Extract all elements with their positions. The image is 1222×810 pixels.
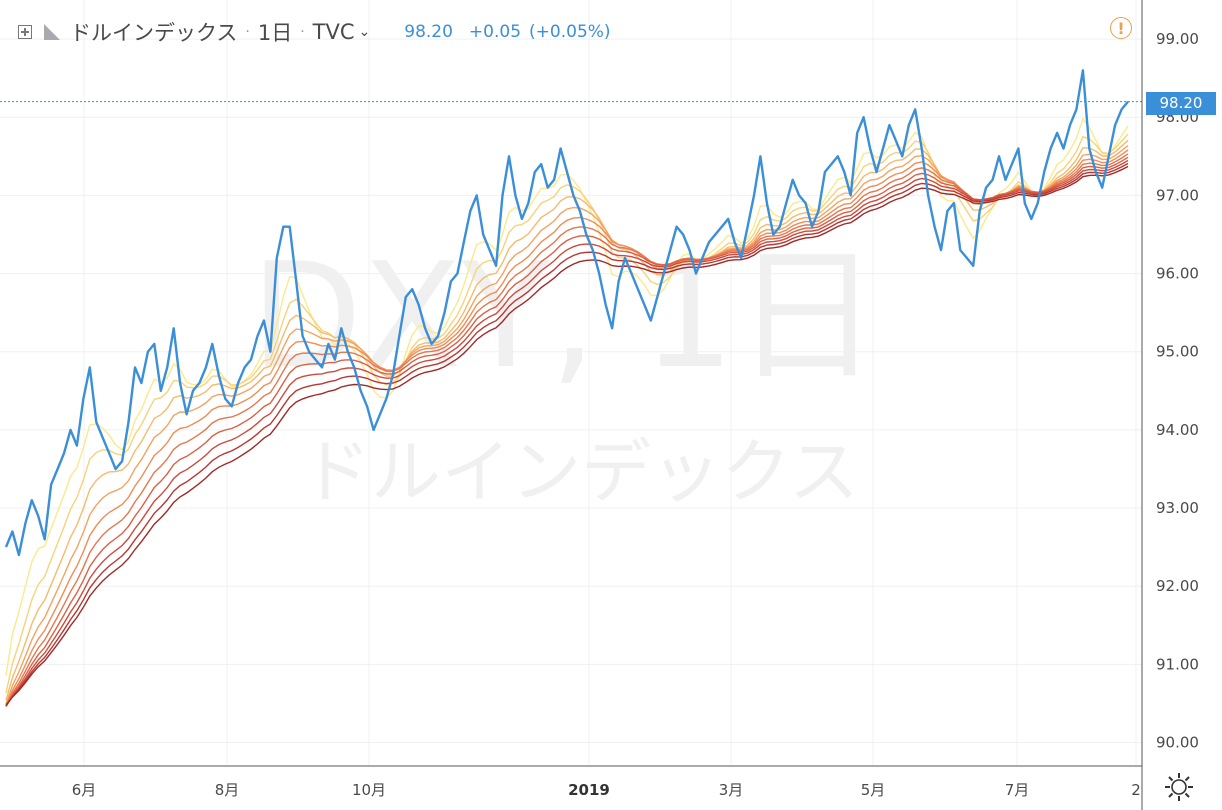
ma-line <box>5 162 1129 707</box>
ma-ribbon <box>5 117 1129 707</box>
interval-label[interactable]: 1日 <box>257 21 293 45</box>
price-tick-label: 97.00 <box>1156 186 1199 204</box>
price-tick-label: 90.00 <box>1156 734 1199 752</box>
price-line <box>4 69 1129 557</box>
exchange-label[interactable]: TVC <box>312 20 355 44</box>
ma-line <box>5 149 1129 706</box>
last-value: 98.20 <box>404 22 453 42</box>
legend: ドルインデックス · 1日 · TVC ⌄ 98.20 +0.05 (+0.05… <box>18 14 611 50</box>
flag-icon[interactable] <box>44 24 60 40</box>
ma-line <box>5 159 1129 707</box>
ma-line <box>5 165 1129 706</box>
price-tick-label: 95.00 <box>1156 343 1199 361</box>
grid-lines <box>0 0 1142 766</box>
watermark-name: ドルインデックス <box>301 431 859 513</box>
time-tick-label: 7月 <box>1005 781 1030 799</box>
watermark: DXY, 1日 ドルインデックス <box>251 232 880 513</box>
time-axis[interactable]: 6月 8月 10月 2019 3月 5月 7月 2 <box>72 781 1141 799</box>
price-tick-label: 92.00 <box>1156 577 1199 595</box>
ma-line <box>5 153 1129 707</box>
add-panel-icon[interactable] <box>18 25 32 39</box>
ma-line <box>5 133 1129 694</box>
time-tick-label: 2019 <box>568 781 610 799</box>
ma-line <box>5 156 1129 707</box>
price-tick-label: 93.00 <box>1156 499 1199 517</box>
price-tick-label: 96.00 <box>1156 265 1199 283</box>
separator-dot: · <box>300 24 305 40</box>
price-tick-label: 91.00 <box>1156 655 1199 673</box>
price-axis[interactable]: 90.00 91.00 92.00 93.00 94.00 95.00 96.00 97.00… <box>1156 30 1199 751</box>
price-tick-label: 99.00 <box>1156 30 1199 48</box>
time-tick-label: 5月 <box>861 781 886 799</box>
chevron-down-icon[interactable]: ⌄ <box>358 24 371 40</box>
ma-line <box>5 145 1129 705</box>
alert-icon[interactable]: ! <box>1110 17 1132 39</box>
time-tick-label: 2 <box>1131 781 1141 799</box>
symbol-name[interactable]: ドルインデックス <box>70 21 238 45</box>
change-value: +0.05 <box>468 22 522 42</box>
time-tick-label: 6月 <box>72 781 97 799</box>
ma-line <box>5 139 1129 701</box>
time-tick-label: 3月 <box>719 781 744 799</box>
last-price-tag: 98.20 <box>1146 92 1216 115</box>
settings-gear-icon[interactable] <box>1162 770 1196 804</box>
time-tick-label: 8月 <box>215 781 240 799</box>
separator-dot: · <box>245 24 250 40</box>
price-tick-label: 94.00 <box>1156 421 1199 439</box>
time-tick-label: 10月 <box>352 781 386 799</box>
watermark-ticker: DXY, 1日 <box>251 232 880 401</box>
change-percent: (+0.05%) <box>529 22 611 42</box>
